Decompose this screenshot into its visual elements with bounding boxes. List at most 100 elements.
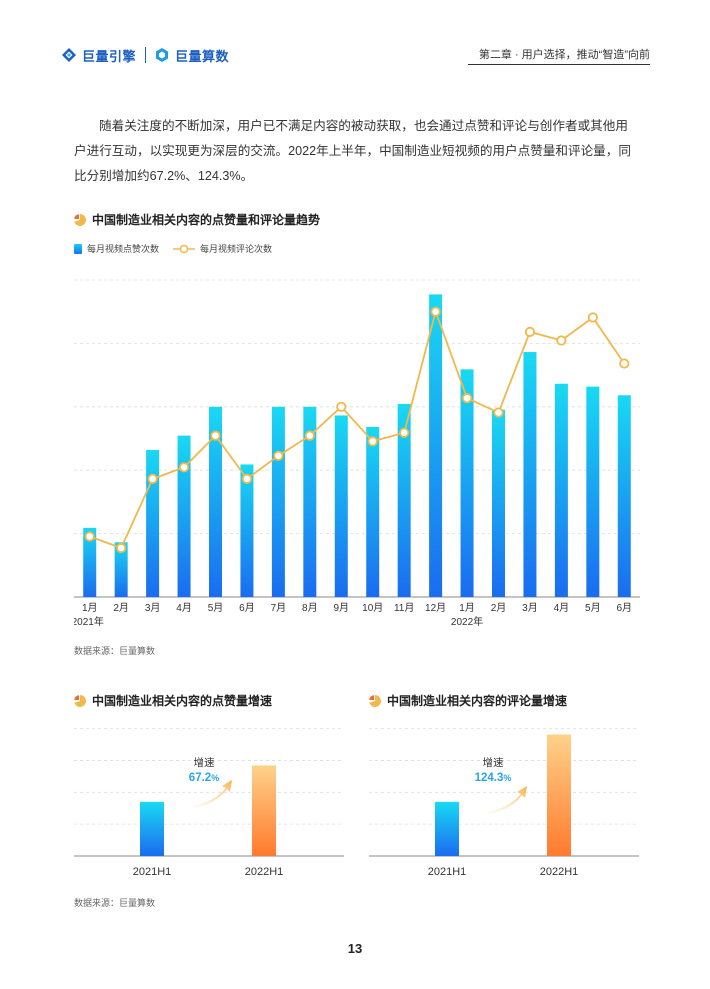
- likes-bar: [114, 542, 128, 597]
- likes-bar: [209, 406, 222, 597]
- comments-point: [210, 430, 221, 441]
- likes-bar: [523, 352, 537, 597]
- x-tick-label: 5月: [208, 602, 224, 614]
- header-rule: [468, 64, 650, 65]
- likes-bar: [366, 426, 380, 597]
- x-tick-label: 2022H1: [540, 866, 579, 878]
- engine-logo-icon: [62, 48, 76, 62]
- x-tick-label: 11月: [394, 602, 414, 614]
- x-tick-label: 12月: [425, 602, 446, 614]
- comments-point: [399, 427, 410, 438]
- comments-growth-chart: 2021H1 2022H1 增速 124.3%: [369, 728, 639, 878]
- bar-swatch-icon: [74, 243, 82, 254]
- legend-label-likes: 每月视频点赞次数: [87, 244, 160, 254]
- likes-bar: [240, 464, 254, 597]
- x-tick-label: 2月: [491, 602, 507, 614]
- trend-chart-title: 中国制造业相关内容的点赞量和评论量趋势: [92, 213, 321, 227]
- x-tick-label: 1月: [459, 602, 475, 614]
- x-tick-label: 8月: [302, 602, 318, 614]
- intro-paragraph: 随着关注度的不断加深，用户已不满足内容的被动获取，也会通过点赞和评论与创作者或其…: [74, 119, 631, 183]
- comments-chart-title: 中国制造业相关内容的评论量增速: [387, 694, 568, 708]
- comments-point: [430, 306, 441, 317]
- bar-2022h1: [547, 734, 571, 856]
- likes-bar: [586, 386, 600, 597]
- likes-bar: [83, 527, 97, 597]
- comments-point: [461, 393, 473, 404]
- likes-bar: [554, 383, 568, 597]
- likes-growth-value-group: 67.2%: [189, 772, 219, 784]
- likes-bar: [492, 409, 505, 597]
- likes-bar: [146, 450, 160, 597]
- likes-growth-label: 增速: [194, 756, 215, 769]
- comments-point: [587, 312, 598, 323]
- comments-point: [336, 401, 347, 412]
- comments-point: [524, 326, 536, 337]
- comments-point: [619, 358, 630, 369]
- pie-chart-icon: [369, 694, 381, 707]
- comments-point: [556, 335, 567, 346]
- comments-point: [273, 450, 284, 461]
- comments-point: [367, 436, 378, 447]
- x-tick-label: 2022H1: [245, 866, 284, 878]
- x-tick-label: 3月: [145, 602, 161, 614]
- x-tick-label: 7月: [271, 602, 287, 614]
- likes-growth-unit: %: [211, 773, 219, 783]
- comments-point: [241, 473, 253, 484]
- comments-growth-label: 增速: [483, 756, 504, 769]
- x-tick-label: 1月: [82, 602, 98, 614]
- likes-bar: [397, 403, 411, 597]
- likes-chart-title: 中国制造业相关内容的点赞量增速: [92, 694, 273, 708]
- x-tick-label: 2021H1: [428, 866, 467, 878]
- x-tick-label: 6月: [239, 602, 255, 614]
- likes-bar: [177, 435, 191, 597]
- likes-bar: [460, 369, 474, 597]
- trend-chart-title-row: 中国制造业相关内容的点赞量和评论量趋势: [74, 211, 320, 228]
- line-swatch-icon: [173, 244, 196, 253]
- comments-point: [116, 542, 127, 554]
- comments-point: [147, 473, 158, 484]
- legend-item-comments: 每月视频评论次数: [173, 242, 272, 255]
- likes-bar: [334, 415, 348, 597]
- chapter-title: 第二章 · 用户选择，推动“智造”向前: [478, 49, 650, 61]
- growth-arrow-icon: [192, 780, 232, 808]
- trend-chart-source: 数据来源：巨量算数: [74, 646, 156, 656]
- likes-growth-chart: 2021H1 2022H1 增速 67.2%: [74, 728, 344, 878]
- comments-line: [89, 308, 626, 550]
- likes-bar: [429, 294, 443, 597]
- x-tick-label: 9月: [333, 602, 349, 614]
- year-label-2022: 2022年: [451, 615, 483, 628]
- pie-chart-icon: [74, 213, 86, 226]
- comments-point: [178, 462, 190, 473]
- likes-bar: [303, 406, 317, 597]
- x-tick-label: 2021H1: [133, 866, 172, 878]
- bar-2022h1: [252, 765, 276, 856]
- likes-chart-title-row: 中国制造业相关内容的点赞量增速: [74, 692, 272, 709]
- comments-point: [304, 430, 315, 441]
- x-tick-label: 4月: [554, 602, 570, 614]
- x-tick-label: 4月: [176, 602, 192, 614]
- pie-chart-icon: [74, 694, 86, 707]
- comments-growth-value-group: 124.3%: [475, 772, 512, 784]
- trend-chart: 1月 2月 3月 4月 5月 6月 7月 8月 9月 10月 11月 12月 1月 2月 3月 4月 5月 6月 2…: [74, 279, 640, 628]
- trend-chart-legend: 每月视频点赞次数 每月视频评论次数: [74, 242, 272, 255]
- legend-label-comments: 每月视频评论次数: [200, 244, 273, 254]
- legend-item-likes: 每月视频点赞次数: [74, 242, 159, 255]
- bar-2021h1: [140, 801, 164, 856]
- comments-point: [493, 407, 504, 418]
- logo-secondary: 巨量算数: [175, 48, 230, 64]
- x-tick-label: 3月: [522, 602, 538, 614]
- logo-divider: [145, 47, 147, 63]
- likes-growth-value: 67.2: [189, 772, 211, 784]
- x-tick-label: 5月: [585, 602, 601, 614]
- bottom-source: 数据来源：巨量算数: [74, 898, 156, 908]
- likes-bar: [617, 395, 631, 597]
- header-logos: 巨量引擎 巨量算数: [62, 44, 229, 66]
- suanshu-logo-icon: [156, 48, 169, 62]
- comments-growth-unit: %: [503, 773, 511, 783]
- x-tick-label: 6月: [616, 602, 632, 614]
- logo-primary: 巨量引擎: [82, 48, 137, 64]
- x-tick-label: 2月: [113, 602, 129, 614]
- likes-bar: [271, 406, 285, 597]
- page-number: 13: [347, 941, 363, 956]
- growth-arrow-icon: [487, 786, 527, 814]
